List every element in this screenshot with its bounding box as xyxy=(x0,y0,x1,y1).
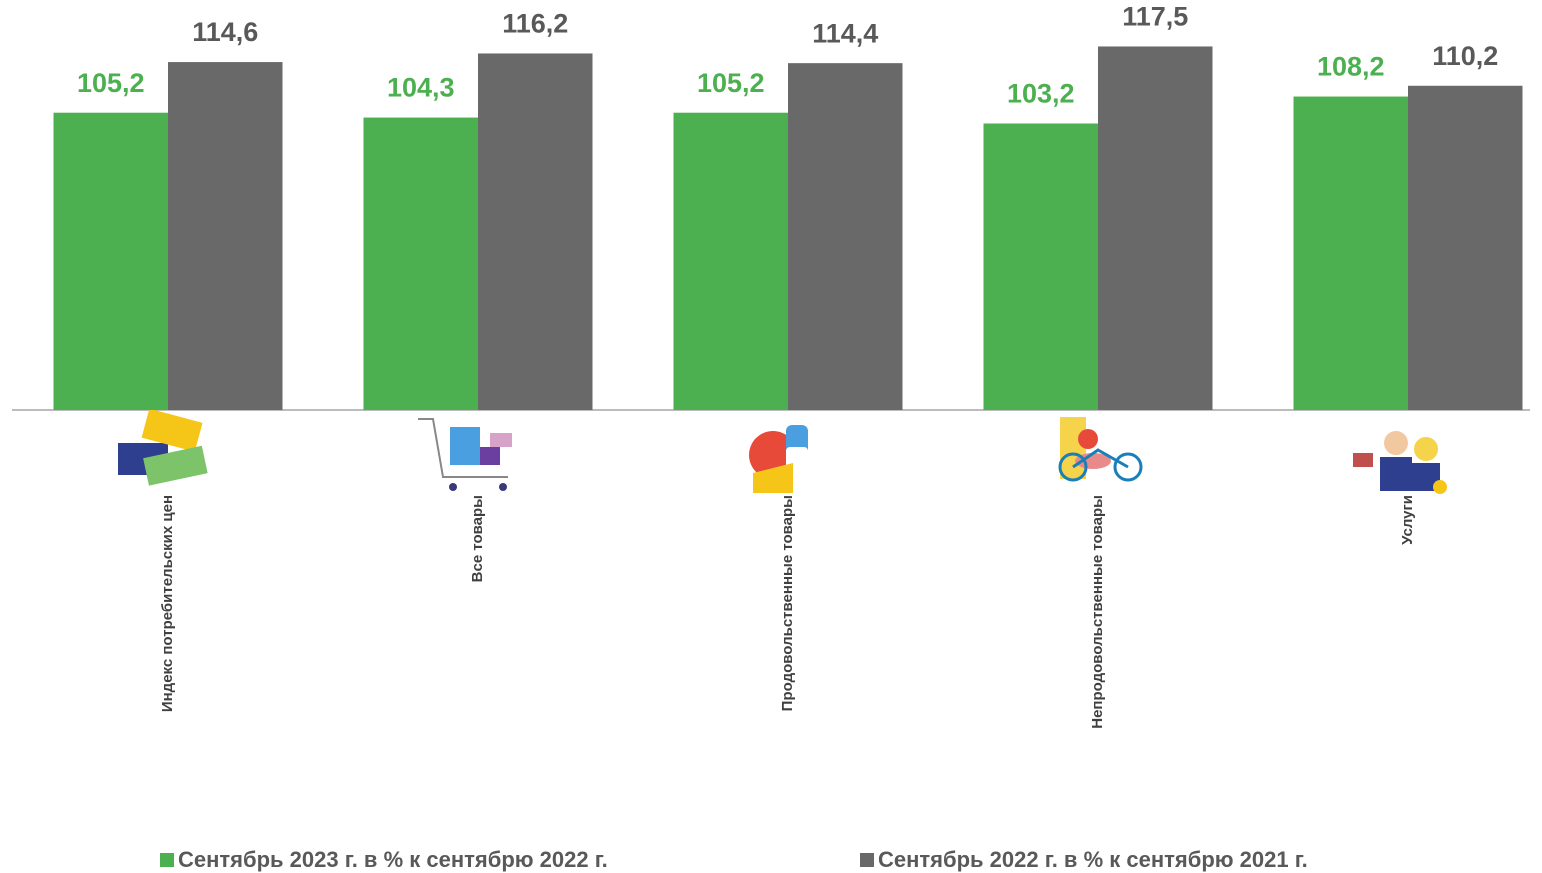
legend-label: Сентябрь 2023 г. в % к сентябрю 2022 г. xyxy=(178,847,608,872)
category-label: Непродовольственные товары xyxy=(1089,495,1106,729)
legend-label: Сентябрь 2022 г. в % к сентябрю 2021 г. xyxy=(878,847,1308,872)
legend-swatch xyxy=(860,853,874,867)
category-label: Услуги xyxy=(1399,495,1416,545)
bar xyxy=(478,53,593,410)
icon-tags xyxy=(118,409,208,486)
icon-food xyxy=(749,425,808,493)
bar xyxy=(1098,46,1213,410)
value-label: 110,2 xyxy=(1432,41,1498,71)
bar xyxy=(1294,97,1409,410)
value-label: 114,6 xyxy=(192,17,258,47)
value-label: 116,2 xyxy=(502,9,568,39)
category-icons xyxy=(118,409,1447,494)
category-label: Все товары xyxy=(469,495,486,582)
value-label: 117,5 xyxy=(1122,2,1188,32)
value-label: 105,2 xyxy=(77,68,145,98)
value-label: 103,2 xyxy=(1007,79,1075,109)
bar xyxy=(984,123,1099,410)
value-label: 105,2 xyxy=(697,68,765,98)
value-label: 114,4 xyxy=(812,18,878,48)
bar xyxy=(788,63,903,410)
chart: 105,2 114,6 Индекс потребительских цен 104,… xyxy=(0,0,1542,873)
category-label: Продовольственные товары xyxy=(779,495,796,711)
icon-goods xyxy=(1060,417,1141,480)
bar xyxy=(364,118,479,410)
legend-swatch xyxy=(160,853,174,867)
value-label: 104,3 xyxy=(387,73,455,103)
bar xyxy=(674,113,789,410)
value-label: 108,2 xyxy=(1317,52,1385,82)
category-label: Индекс потребительских цен xyxy=(159,495,176,712)
bar xyxy=(168,62,283,410)
icon-cart xyxy=(418,419,512,491)
icon-services xyxy=(1353,431,1447,494)
bar xyxy=(1408,86,1523,410)
bar xyxy=(54,113,169,410)
